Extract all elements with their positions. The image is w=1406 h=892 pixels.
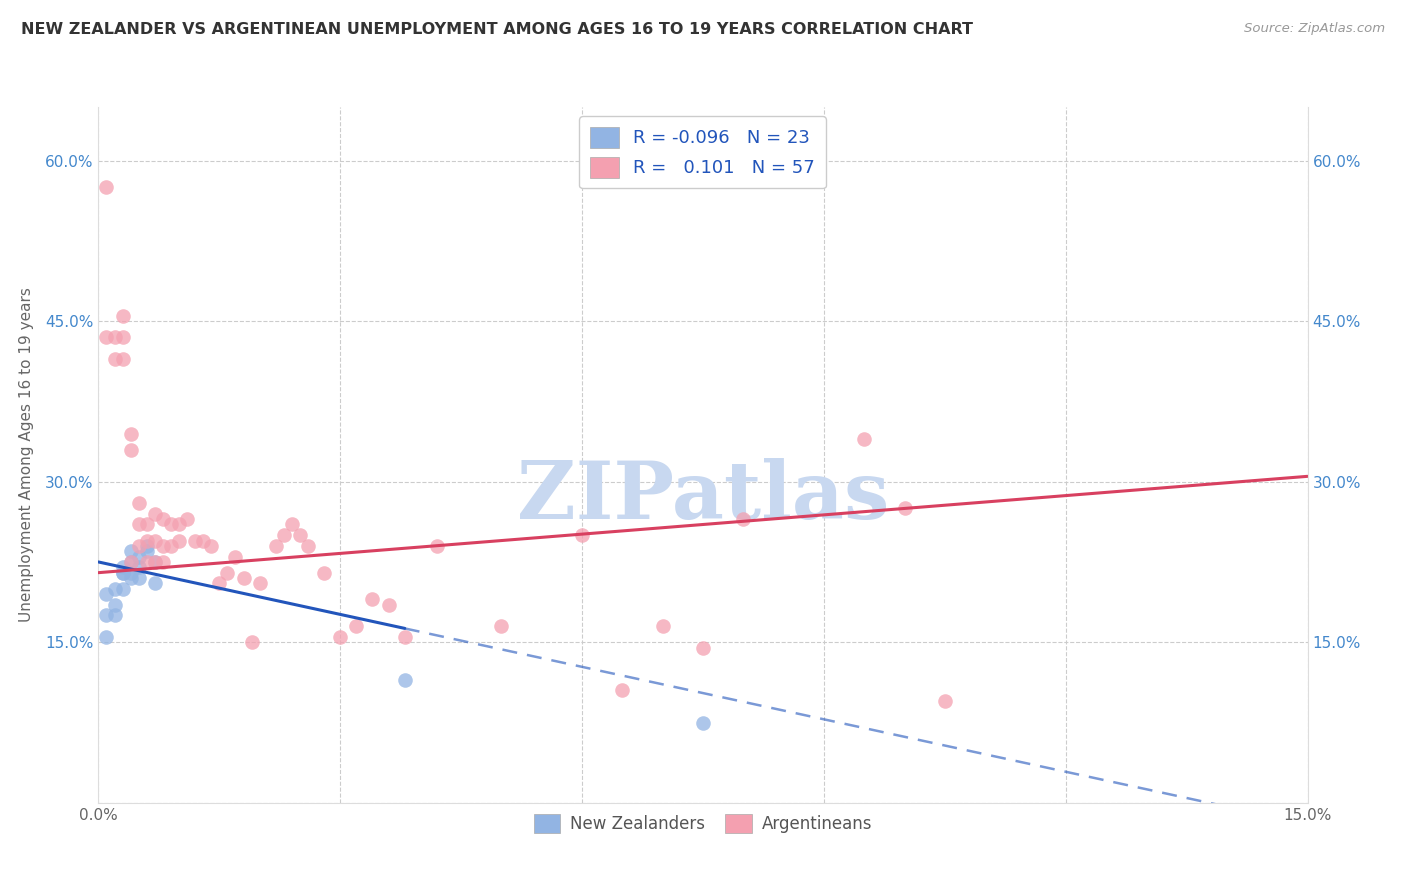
Point: [120, 544, 142, 558]
Point: [135, 533, 157, 548]
Point: [120, 426, 142, 441]
Point: [224, 549, 246, 564]
Point: [329, 630, 352, 644]
Point: [893, 501, 915, 516]
Point: [111, 330, 134, 344]
Point: [111, 566, 134, 580]
Point: [111, 351, 134, 366]
Point: [232, 571, 254, 585]
Point: [361, 592, 384, 607]
Point: [143, 533, 166, 548]
Point: [167, 517, 190, 532]
Text: ZIPatlas: ZIPatlas: [517, 458, 889, 536]
Point: [571, 528, 593, 542]
Point: [143, 576, 166, 591]
Point: [135, 544, 157, 558]
Point: [143, 507, 166, 521]
Point: [160, 539, 183, 553]
Point: [128, 517, 150, 532]
Point: [934, 694, 956, 708]
Point: [103, 351, 125, 366]
Point: [111, 560, 134, 574]
Point: [217, 566, 239, 580]
Text: NEW ZEALANDER VS ARGENTINEAN UNEMPLOYMENT AMONG AGES 16 TO 19 YEARS CORRELATION : NEW ZEALANDER VS ARGENTINEAN UNEMPLOYMEN…: [21, 22, 973, 37]
Point: [103, 582, 125, 596]
Point: [853, 432, 876, 446]
Point: [176, 512, 198, 526]
Point: [288, 528, 311, 542]
Point: [152, 555, 174, 569]
Point: [96, 180, 118, 194]
Point: [240, 635, 263, 649]
Point: [135, 555, 157, 569]
Point: [733, 512, 755, 526]
Point: [167, 533, 190, 548]
Point: [152, 512, 174, 526]
Point: [103, 608, 125, 623]
Point: [128, 496, 150, 510]
Point: [394, 673, 416, 687]
Text: Source: ZipAtlas.com: Source: ZipAtlas.com: [1244, 22, 1385, 36]
Point: [128, 560, 150, 574]
Point: [143, 555, 166, 569]
Point: [120, 566, 142, 580]
Point: [96, 608, 118, 623]
Point: [160, 517, 183, 532]
Point: [394, 630, 416, 644]
Point: [103, 598, 125, 612]
Point: [184, 533, 207, 548]
Point: [128, 549, 150, 564]
Point: [120, 555, 142, 569]
Point: [377, 598, 399, 612]
Point: [135, 539, 157, 553]
Point: [111, 309, 134, 323]
Legend: New Zealanders, Argentineans: New Zealanders, Argentineans: [527, 807, 879, 839]
Point: [314, 566, 336, 580]
Point: [120, 442, 142, 457]
Point: [249, 576, 271, 591]
Y-axis label: Unemployment Among Ages 16 to 19 years: Unemployment Among Ages 16 to 19 years: [18, 287, 34, 623]
Point: [297, 539, 319, 553]
Point: [281, 517, 304, 532]
Point: [128, 571, 150, 585]
Point: [200, 539, 222, 553]
Point: [120, 555, 142, 569]
Point: [152, 539, 174, 553]
Point: [143, 555, 166, 569]
Point: [273, 528, 295, 542]
Point: [612, 683, 634, 698]
Point: [651, 619, 673, 633]
Point: [692, 640, 714, 655]
Point: [96, 330, 118, 344]
Point: [344, 619, 367, 633]
Point: [103, 330, 125, 344]
Point: [193, 533, 215, 548]
Point: [120, 571, 142, 585]
Point: [426, 539, 449, 553]
Point: [208, 576, 231, 591]
Point: [692, 715, 714, 730]
Point: [96, 587, 118, 601]
Point: [128, 539, 150, 553]
Point: [96, 630, 118, 644]
Point: [111, 566, 134, 580]
Point: [264, 539, 287, 553]
Point: [491, 619, 513, 633]
Point: [111, 582, 134, 596]
Point: [135, 517, 157, 532]
